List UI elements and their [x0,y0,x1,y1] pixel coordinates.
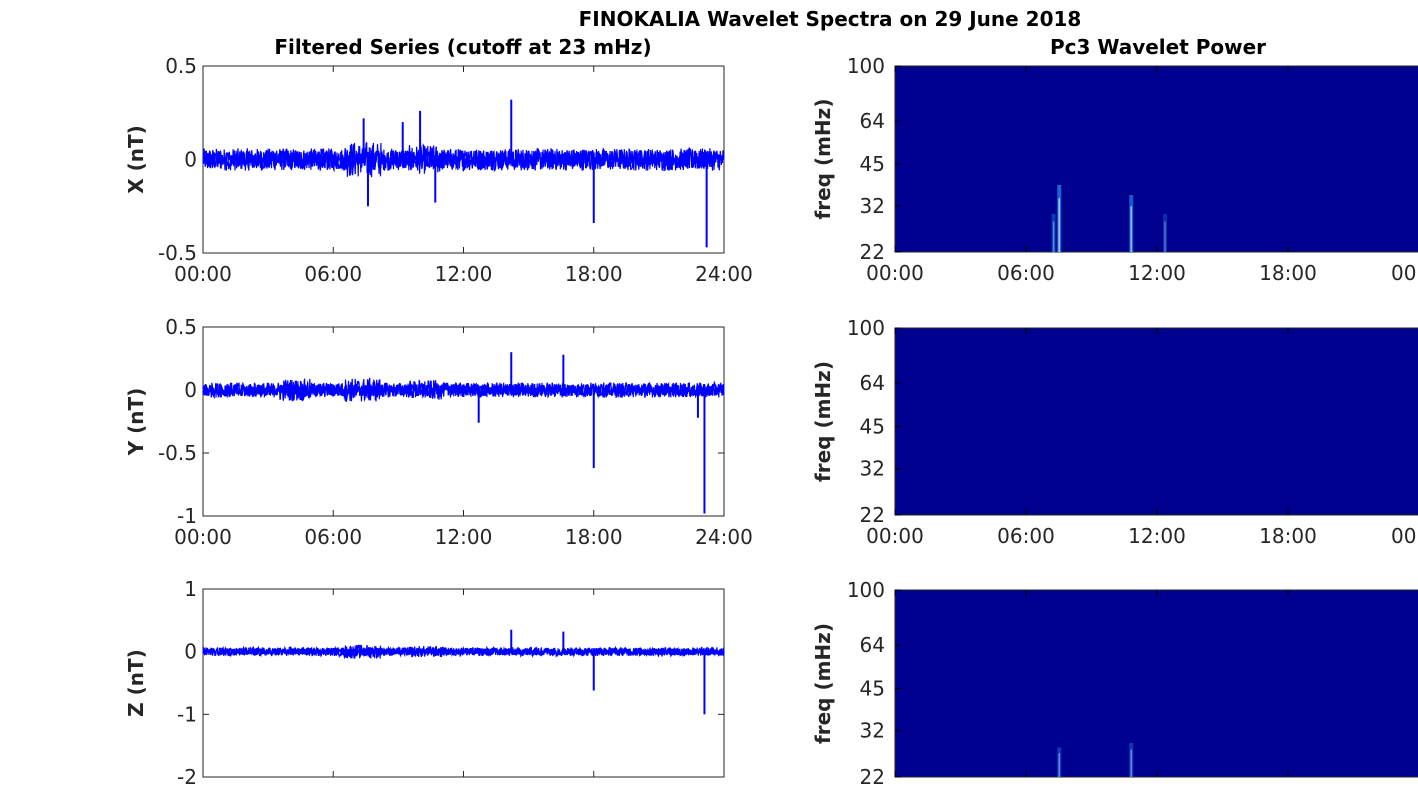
y-axis-label: freq (mHz) [811,99,835,220]
x-tick-label: 00:00 [174,525,232,549]
y-tick-label: 64 [860,109,885,133]
y-axis-label: freq (mHz) [811,361,835,482]
left-column-title: Filtered Series (cutoff at 23 mHz) [274,35,651,59]
y-tick-label: -0.5 [158,441,197,465]
x-tick-label: 24:00 [695,525,753,549]
power-hotspot-core [1052,221,1055,252]
x-tick-label: 12:00 [435,525,493,549]
y-tick-label: 1 [184,577,197,601]
y-tick-label: 22 [860,503,885,527]
axes-box [202,326,725,517]
y-tick-label: 45 [860,152,885,176]
y-tick-label: 32 [860,194,885,218]
series-panel-y: 0.5 0 -0.5 -100:00 06:00 12:00 18:00 24:00 Y (nT… [124,315,753,549]
x-tick-label: 00:00 [866,524,924,548]
right-column-title: Pc3 Wavelet Power [1050,35,1266,59]
y-tick-label: 32 [860,719,885,743]
x-tick-label: 12:00 [435,262,493,286]
x-tick-label: 06:00 [304,262,362,286]
x-tick-label: 18:00 [1259,524,1317,548]
y-tick-label: 64 [860,371,885,395]
series-trace-dense [202,645,725,658]
x-tick-label: 00:00 [866,261,924,285]
y-tick-label: 100 [847,578,885,602]
y-tick-label: 22 [860,765,885,788]
power-hotspot-core [1130,749,1133,777]
y-tick-label: 0 [184,378,197,402]
y-tick-label: 100 [847,316,885,340]
axes-box [202,588,725,778]
series-trace-dense [202,382,725,398]
series-panel-z: 1 0 -1 -2 Z (nT) [124,577,725,788]
y-tick-label: 0 [184,640,197,664]
x-tick-label: 06:00 [997,524,1055,548]
y-tick-label: 32 [860,457,885,481]
power-hotspot-core [1058,198,1061,252]
x-tick-label: 12:00 [1128,261,1186,285]
x-tick-label: 24:00 [695,262,753,286]
x-tick-label: 12:00 [1128,524,1186,548]
power-hotspot [1163,213,1167,252]
spectrum-area [894,589,1418,778]
x-tick-label: 00 [1391,524,1416,548]
y-tick-label: -1 [177,702,197,726]
y-axis-label: freq (mHz) [811,623,835,744]
y-tick-label: 64 [860,633,885,657]
y-tick-label: 45 [860,415,885,439]
y-axis-label: Y (nT) [124,388,148,457]
x-tick-label: 00 [1391,261,1416,285]
power-hotspot-core [1130,206,1133,252]
y-axis-label: Z (nT) [124,649,148,717]
y-tick-label: -1 [177,504,197,528]
power-hotspot-core [1164,221,1166,252]
y-tick-label: 100 [847,54,885,78]
y-tick-label: -0.5 [158,241,197,265]
y-tick-label: 0.5 [165,54,197,78]
series-panel-x: 0.5 0 -0.500:00 06:00 12:00 18:00 24:00 X (nT) [124,54,753,286]
y-tick-label: 22 [860,240,885,264]
x-tick-label: 06:00 [304,525,362,549]
x-tick-label: 06:00 [997,261,1055,285]
spectrum-area [894,65,1418,253]
power-panel-z-power: 100 64 45 32 22 freq (mHz) [811,578,1418,788]
x-tick-label: 18:00 [565,525,623,549]
series-trace [202,644,725,660]
x-tick-label: 18:00 [1259,261,1317,285]
power-hotspot-core [1058,753,1061,777]
x-tick-label: 18:00 [565,262,623,286]
y-tick-label: -2 [177,765,197,788]
y-tick-label: 0.5 [165,315,197,339]
spectrum-area [894,327,1418,516]
y-tick-label: 0 [184,148,197,172]
x-tick-label: 00:00 [174,262,232,286]
y-axis-label: X (nT) [124,125,148,194]
series-trace-dense [202,148,725,171]
figure-title: FINOKALIA Wavelet Spectra on 29 June 201… [579,7,1082,31]
y-tick-label: 45 [860,677,885,701]
